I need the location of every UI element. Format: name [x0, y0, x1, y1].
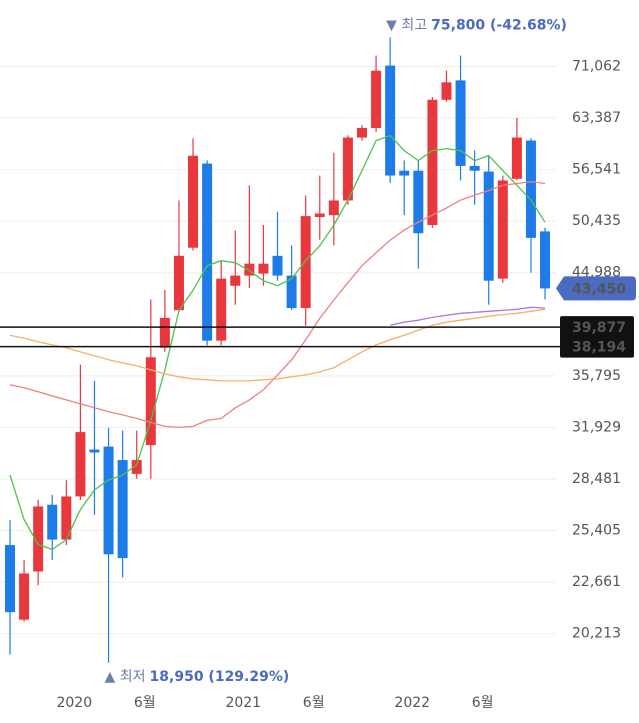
- candle-body: [19, 573, 30, 620]
- candle-body: [145, 357, 156, 446]
- x-tick-label: 2021: [225, 695, 261, 711]
- moving-average: [9, 308, 546, 382]
- candle-body: [202, 163, 213, 341]
- candle-body: [61, 496, 72, 540]
- candle-body: [483, 171, 494, 281]
- candle-body: [216, 278, 227, 341]
- candle-body: [117, 460, 128, 559]
- candle-body: [342, 137, 353, 201]
- candle-body: [314, 213, 325, 218]
- y-tick-label: 63,387: [572, 110, 621, 126]
- candle-body: [286, 275, 297, 309]
- candle-body: [441, 82, 452, 100]
- moving-average: [9, 134, 546, 551]
- candle-body: [511, 137, 522, 179]
- candle-body: [427, 99, 438, 226]
- note-label: ▼ 최고: [386, 17, 427, 33]
- moving-average: [9, 180, 546, 429]
- y-tick-label: 71,062: [572, 58, 621, 74]
- candle-body: [272, 255, 283, 276]
- candle-body: [230, 275, 241, 286]
- x-tick-label: 2020: [56, 695, 92, 711]
- candle-body: [540, 231, 551, 289]
- candle-body: [5, 545, 15, 613]
- y-tick-label: 31,929: [572, 419, 621, 435]
- level-label: 39,877: [572, 320, 626, 336]
- note-label: ▲ 최저: [105, 669, 146, 685]
- extreme-note: ▼ 최고 75,800 (-42.68%): [386, 17, 567, 33]
- x-tick-label: 6월: [472, 695, 494, 711]
- y-tick-label: 50,435: [572, 213, 621, 229]
- level-tag: [560, 316, 634, 339]
- y-tick-label: 28,481: [572, 471, 621, 487]
- x-tick-label: 6월: [303, 695, 325, 711]
- candle-body: [159, 317, 170, 348]
- candle-body: [525, 140, 536, 238]
- candle-body: [385, 65, 396, 176]
- y-tick-label: 56,541: [572, 162, 621, 178]
- x-tick-label: 2022: [394, 695, 430, 711]
- note-detail: 75,800 (-42.68%): [431, 17, 567, 33]
- candle-body: [188, 155, 199, 248]
- note-detail: 18,950 (129.29%): [150, 669, 290, 685]
- candle-body: [173, 255, 184, 311]
- candle-body: [469, 165, 480, 171]
- candle-body: [75, 432, 86, 497]
- candle-body: [300, 216, 311, 309]
- candle-body: [497, 180, 508, 279]
- candle-body: [103, 446, 114, 555]
- price-label: 43,450: [572, 281, 626, 297]
- candle-body: [89, 449, 100, 453]
- candle-body: [47, 504, 58, 540]
- y-tick-label: 20,213: [572, 626, 621, 642]
- candle-body: [244, 263, 255, 276]
- candle-body: [258, 263, 269, 274]
- y-tick-label: 22,661: [572, 574, 621, 590]
- candle-body: [413, 170, 424, 234]
- moving-average: [390, 306, 546, 326]
- x-tick-label: 6월: [134, 695, 156, 711]
- candle-body: [357, 128, 367, 138]
- candle-body: [33, 506, 44, 572]
- level-tag: [560, 335, 634, 358]
- extreme-note: ▲ 최저 18,950 (129.29%): [105, 669, 290, 685]
- candle-body: [131, 460, 142, 474]
- candle-body: [328, 200, 339, 216]
- level-label: 38,194: [572, 340, 626, 356]
- candle-body: [455, 80, 466, 166]
- price-tag: [556, 276, 636, 301]
- candle-body: [399, 170, 410, 176]
- candle-body: [371, 70, 382, 129]
- y-tick-label: 25,405: [572, 523, 621, 539]
- y-tick-label: 35,795: [572, 368, 621, 384]
